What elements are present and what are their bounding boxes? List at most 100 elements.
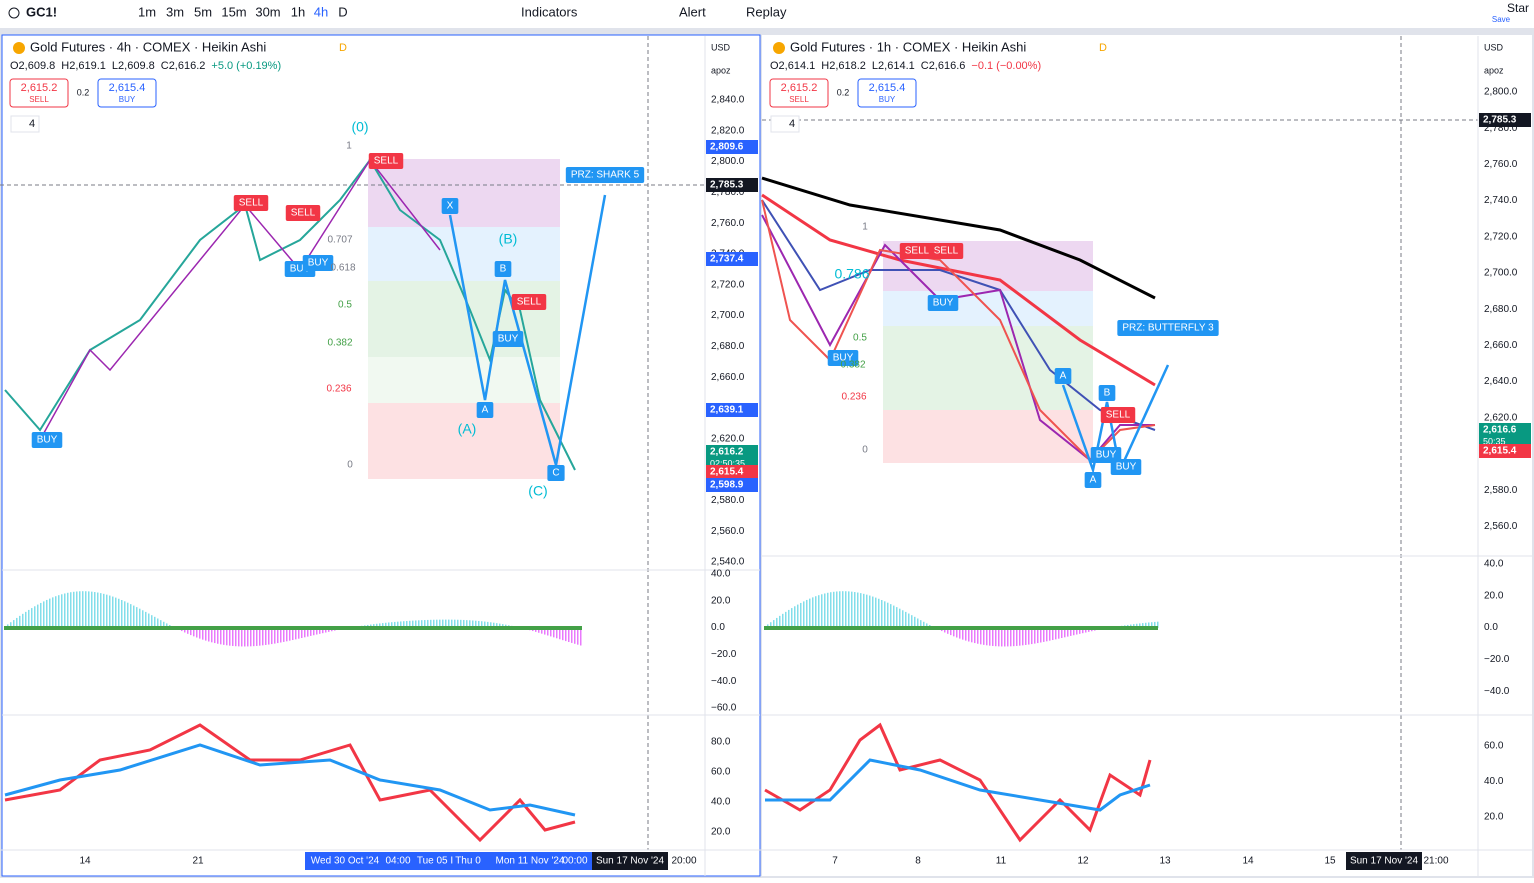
histogram-bar <box>28 610 30 628</box>
price-badge-text: 2,615.4 <box>1483 446 1517 457</box>
interval[interactable]: 1m <box>138 4 156 19</box>
histogram-bar <box>46 600 48 628</box>
price-badge-text: 2,785.3 <box>710 180 744 191</box>
histogram-bar <box>1043 628 1045 642</box>
histogram-bar <box>85 591 87 628</box>
label-text: SELL <box>1106 410 1131 421</box>
histogram-bar <box>845 591 847 628</box>
buy-price: 2,615.4 <box>869 82 906 94</box>
histogram-bar <box>277 628 279 643</box>
label-text: BUY <box>1096 450 1117 461</box>
price-badge-text: 2,615.4 <box>710 467 744 478</box>
label-text: SELL <box>517 297 542 308</box>
label-text: B <box>500 264 507 275</box>
star[interactable]: Star <box>1507 1 1529 15</box>
histogram-bar <box>211 628 213 642</box>
scale[interactable]: apoz <box>711 65 731 75</box>
axis-tick-label: 2,760.0 <box>1484 159 1518 170</box>
histogram-bar <box>580 628 582 645</box>
histogram-bar <box>271 628 273 644</box>
currency[interactable]: USD <box>711 42 731 52</box>
label-text: X <box>447 201 454 212</box>
histogram-bar <box>106 595 108 628</box>
histogram-bar <box>785 612 787 628</box>
histogram-bar <box>100 593 102 628</box>
histogram-bar <box>995 628 997 646</box>
histogram-bar <box>256 628 258 646</box>
axis-tick-label: −40.0 <box>1484 686 1510 697</box>
layers: 4 <box>29 118 35 130</box>
histogram-bar <box>133 606 135 628</box>
histogram-bar <box>88 591 90 628</box>
histogram-bar <box>893 606 895 628</box>
histogram-bar <box>121 600 123 628</box>
axis-tick-label: −20.0 <box>711 649 737 660</box>
histogram-bar <box>262 628 264 645</box>
histogram-bar <box>875 598 877 628</box>
histogram-bar <box>127 603 129 628</box>
label-text: 0.382 <box>840 360 865 371</box>
histogram-bar <box>142 610 144 628</box>
axis-tick-label: 2,800.0 <box>1484 87 1518 98</box>
interval[interactable]: 30m <box>255 4 280 19</box>
histogram-bar <box>136 607 138 628</box>
time-label: 14 <box>79 856 91 867</box>
histogram-bar <box>571 628 573 643</box>
histogram-bar <box>890 604 892 628</box>
histogram-bar <box>568 628 570 642</box>
currency[interactable]: USD <box>1484 42 1504 52</box>
histogram-bar <box>274 628 276 644</box>
save[interactable]: Save <box>1492 15 1511 24</box>
interval[interactable]: 15m <box>221 4 246 19</box>
histogram-bar <box>908 614 910 628</box>
axis-tick-label: 2,800.0 <box>711 156 745 167</box>
indicators[interactable]: Indicators <box>521 4 578 19</box>
histogram-bar <box>1034 628 1036 644</box>
histogram-bar <box>79 591 81 628</box>
axis-tick-label: 40.0 <box>711 569 731 580</box>
pane-title: Gold Futures · 4h · COMEX · Heikin Ashi <box>30 39 266 54</box>
axis-tick-label: 0.0 <box>1484 622 1498 633</box>
axis-tick-label: −40.0 <box>711 676 737 687</box>
histogram-bar <box>40 603 42 628</box>
label-text: 0.382 <box>327 338 352 349</box>
time-label: 12 <box>1077 856 1089 867</box>
time-label: Mon 11 Nov '24 <box>496 856 565 867</box>
label-text: SELL <box>291 208 316 219</box>
label-text: SELL <box>934 246 959 257</box>
histogram-bar <box>869 596 871 628</box>
axis-tick-label: 2,760.0 <box>711 218 745 229</box>
replay[interactable]: Replay <box>746 4 787 19</box>
interval[interactable]: 1h <box>291 4 305 19</box>
axis-tick-label: 2,720.0 <box>1484 231 1518 242</box>
label-text: 0 <box>862 445 868 456</box>
interval[interactable]: 4h <box>314 4 328 19</box>
alert[interactable]: Alert <box>679 4 706 19</box>
interval[interactable]: D <box>338 4 347 19</box>
histogram-bar <box>67 593 69 628</box>
histogram-bar <box>863 594 865 628</box>
histogram-bar <box>827 593 829 628</box>
axis-tick-label: 2,680.0 <box>1484 304 1518 315</box>
histogram-bar <box>1001 628 1003 646</box>
time-label: 7 <box>832 856 838 867</box>
histogram-bar <box>64 593 66 628</box>
label-text: 0.618 <box>330 263 355 274</box>
interval[interactable]: 3m <box>166 4 184 19</box>
histogram-bar <box>983 628 985 645</box>
histogram-bar <box>902 610 904 628</box>
symbol[interactable]: GC1! <box>26 4 57 19</box>
histogram-bar <box>788 610 790 628</box>
time-label: 04:00 <box>385 856 410 867</box>
axis-tick-label: 2,660.0 <box>1484 340 1518 351</box>
histogram-bar <box>896 607 898 628</box>
histogram-bar <box>833 592 835 628</box>
time-label: 13 <box>1159 856 1171 867</box>
histogram-bar <box>124 601 126 628</box>
label-text: 0.786 <box>834 266 869 282</box>
interval[interactable]: 5m <box>194 4 212 19</box>
scale[interactable]: apoz <box>1484 65 1504 75</box>
histogram-bar <box>1037 628 1039 643</box>
ohlc: O2,614.1 <box>770 60 815 72</box>
histogram-bar <box>214 628 216 643</box>
